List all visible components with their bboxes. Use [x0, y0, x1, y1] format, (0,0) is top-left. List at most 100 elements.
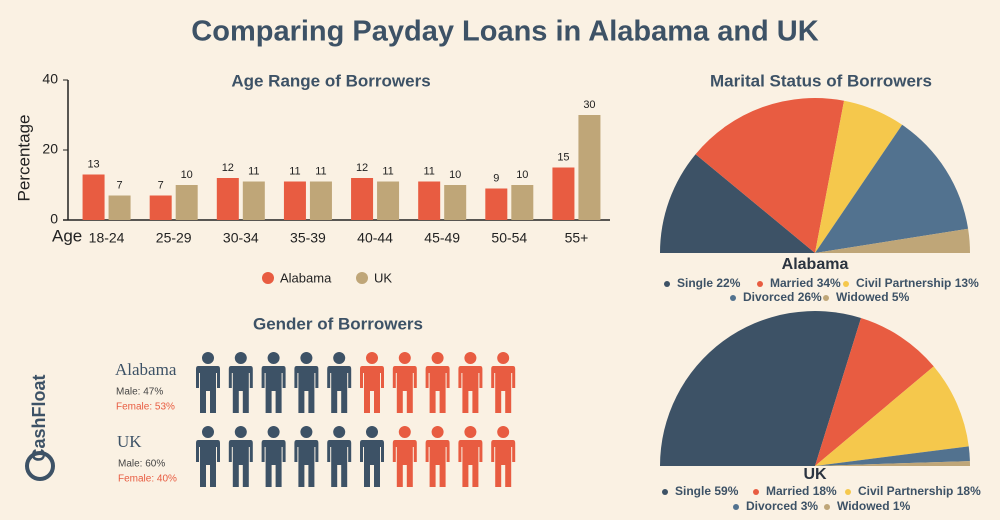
bar: [552, 167, 575, 220]
person-icon: [491, 426, 516, 487]
legend-label: Divorced 3%: [746, 499, 818, 513]
legend-swatch: [824, 504, 830, 510]
person-icon: [458, 426, 483, 487]
legend-category: Civil Partnership: [858, 484, 953, 498]
y-tick-label: 20: [42, 141, 58, 157]
y-axis-label: Percentage: [14, 115, 33, 202]
bar: [485, 188, 508, 220]
bar-value-label: 12: [222, 162, 234, 174]
legend-value: 34%: [817, 276, 841, 290]
legend-swatch: [356, 272, 368, 284]
pie-slice: [815, 100, 903, 253]
bar: [578, 115, 601, 220]
legend-label: Civil Partnership 13%: [856, 276, 979, 290]
person-icon: [360, 352, 384, 413]
legend-category: Single: [675, 484, 711, 498]
legend-value: 3%: [801, 499, 819, 513]
bar-value-label: 10: [181, 169, 193, 181]
x-tick-label: 45-49: [424, 230, 460, 246]
bar: [149, 195, 172, 220]
bar-value-label: 11: [289, 165, 300, 177]
y-tick-label: 40: [42, 71, 58, 87]
bar-value-label: 30: [583, 99, 595, 111]
legend-category: Civil Partnership: [856, 276, 951, 290]
person-icon: [228, 426, 253, 487]
pie-slice: [815, 228, 970, 253]
legend-label: Single 22%: [677, 276, 741, 290]
legend-swatch: [664, 281, 670, 287]
pie-slice: [815, 461, 970, 466]
x-tick-label: 55+: [565, 230, 589, 246]
pie-slice: [815, 366, 969, 466]
legend-label: Married 18%: [766, 484, 837, 498]
person-icon: [392, 352, 417, 413]
legend-value: 26%: [798, 290, 822, 304]
bar-value-label: 11: [423, 165, 434, 177]
bar-value-label: 11: [248, 165, 259, 177]
pie-slice: [815, 317, 934, 466]
person-icon: [360, 426, 384, 487]
legend-swatch: [730, 295, 736, 301]
legend-value: 18%: [813, 484, 837, 498]
x-tick-label: 30-34: [223, 230, 259, 246]
legend-label: Alabama: [280, 270, 332, 285]
legend-category: Married: [770, 276, 813, 290]
bar: [444, 185, 467, 220]
legend-swatch: [662, 489, 668, 495]
pie-slice: [660, 310, 862, 466]
bar: [283, 181, 306, 220]
bar: [351, 178, 374, 220]
person-icon: [491, 352, 516, 413]
person-icon: [327, 426, 352, 487]
pie-slice: [660, 154, 815, 253]
legend-value: 1%: [893, 499, 911, 513]
chart-title: Age Range of Borrowers: [231, 71, 430, 90]
bar: [242, 181, 265, 220]
person-icon: [425, 352, 450, 413]
legend-swatch: [757, 281, 763, 287]
x-tick-label: 50-54: [491, 230, 527, 246]
person-icon: [458, 352, 483, 413]
legend-category: Divorced: [746, 499, 797, 513]
legend-label: Single 59%: [675, 484, 739, 498]
chart-title: Marital Status of Borrowers: [710, 71, 932, 90]
legend-label: Widowed 5%: [836, 290, 910, 304]
bar-value-label: 12: [356, 162, 368, 174]
bar-value-label: 15: [557, 151, 569, 163]
person-icon: [392, 426, 417, 487]
bar: [216, 178, 239, 220]
legend-label: Civil Partnership 18%: [858, 484, 981, 498]
person-icon: [196, 352, 220, 413]
person-icon: [196, 426, 220, 487]
x-axis-label: Age: [52, 226, 82, 245]
legend-label: Widowed 1%: [837, 499, 911, 513]
group-label: Alabama: [115, 360, 177, 379]
chart-title: Gender of Borrowers: [253, 314, 423, 333]
legend-category: Widowed: [836, 290, 889, 304]
legend-value: 22%: [716, 276, 740, 290]
legend-swatch: [823, 295, 829, 301]
y-tick-label: 0: [50, 211, 58, 227]
legend-swatch: [845, 489, 851, 495]
bar: [108, 195, 131, 220]
group-label: UK: [117, 432, 142, 451]
legend-category: Single: [677, 276, 713, 290]
bar: [511, 185, 534, 220]
x-tick-label: 25-29: [156, 230, 192, 246]
person-icon: [294, 426, 319, 487]
bar: [82, 174, 105, 220]
bar-value-label: 7: [158, 179, 164, 191]
share-label: Male: 60%: [118, 459, 165, 470]
legend-value: 59%: [714, 484, 738, 498]
bar-value-label: 13: [87, 158, 99, 170]
x-tick-label: 35-39: [290, 230, 326, 246]
x-tick-label: 18-24: [89, 230, 125, 246]
bar: [418, 181, 441, 220]
page-title: Comparing Payday Loans in Alabama and UK: [191, 16, 818, 48]
legend-swatch: [262, 272, 274, 284]
legend-value: 13%: [955, 276, 979, 290]
bar-value-label: 11: [315, 165, 326, 177]
pie-slice: [695, 97, 845, 253]
legend-label: UK: [374, 270, 392, 285]
share-label: Female: 53%: [116, 402, 175, 413]
